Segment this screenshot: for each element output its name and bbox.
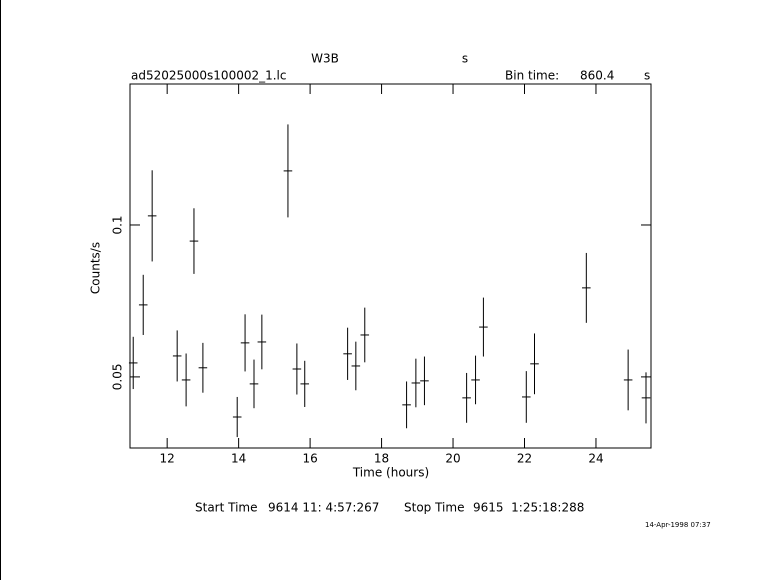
x-tick-label: 18 <box>374 452 389 466</box>
y-tick-label: 0.1 <box>111 215 125 234</box>
subtitle: ad52025000s100002_1.lc <box>131 69 287 83</box>
x-tick-label: 14 <box>231 452 246 466</box>
x-tick-label: 12 <box>160 452 175 466</box>
y-tick-label: 0.05 <box>111 364 125 391</box>
title-unit: s <box>462 52 468 66</box>
start-time-label: Start Time <box>195 501 258 515</box>
stop-time: 9615 1:25:18:288 <box>473 501 584 515</box>
bin-time: 860.4 <box>580 69 614 83</box>
x-tick-label: 20 <box>445 452 460 466</box>
start-time: 9614 11: 4:57:267 <box>268 501 379 515</box>
chart-title: W3B <box>311 52 339 66</box>
x-axis-label: Time (hours) <box>352 466 429 480</box>
bin-time-unit: s <box>644 69 650 83</box>
stop-time-label: Stop Time <box>404 501 464 515</box>
timestamp: 14-Apr-1998 07:37 <box>645 521 711 529</box>
plot-frame <box>129 83 652 449</box>
x-tick-label: 16 <box>302 452 317 466</box>
x-tick-label: 22 <box>517 452 532 466</box>
bin-time-label: Bin time: <box>505 69 559 83</box>
x-tick-label: 24 <box>588 452 603 466</box>
y-axis-label: Counts/s <box>89 242 103 294</box>
